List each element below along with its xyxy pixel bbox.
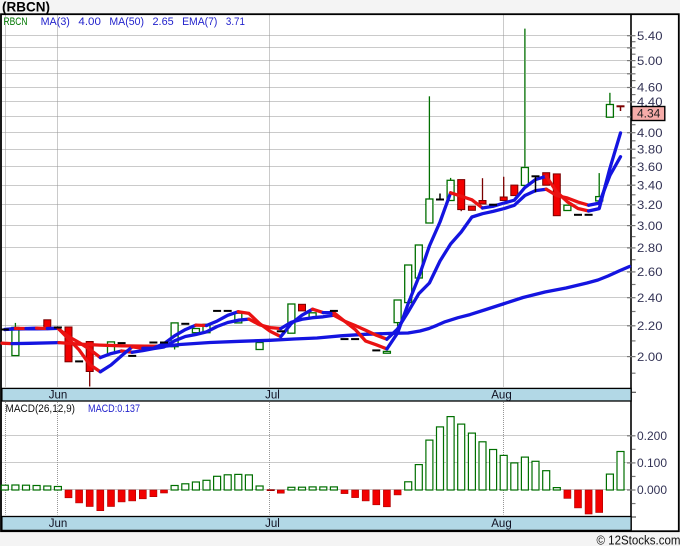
svg-text:2.40: 2.40 bbox=[637, 291, 663, 305]
svg-text:3.71: 3.71 bbox=[226, 16, 245, 28]
svg-text:2.80: 2.80 bbox=[637, 241, 663, 255]
svg-text:3.20: 3.20 bbox=[637, 198, 663, 212]
svg-text:5.00: 5.00 bbox=[637, 54, 663, 68]
svg-text:4.00: 4.00 bbox=[78, 16, 101, 28]
svg-text:3.60: 3.60 bbox=[637, 160, 663, 174]
svg-text:(RBCN): (RBCN) bbox=[2, 0, 50, 15]
svg-text:MACD:0.137: MACD:0.137 bbox=[88, 403, 140, 415]
svg-text:2.65: 2.65 bbox=[153, 16, 174, 28]
svg-text:Jun: Jun bbox=[49, 518, 68, 530]
svg-text:Aug: Aug bbox=[491, 518, 511, 530]
svg-text:Jun: Jun bbox=[49, 389, 68, 401]
svg-text:Aug: Aug bbox=[491, 389, 511, 401]
svg-text:5.40: 5.40 bbox=[637, 29, 663, 43]
svg-text:Jul: Jul bbox=[265, 518, 280, 530]
svg-text:MA(3): MA(3) bbox=[41, 16, 70, 28]
svg-text:MA(50): MA(50) bbox=[109, 16, 144, 28]
svg-text:© 12Stocks.com: © 12Stocks.com bbox=[597, 533, 680, 547]
svg-text:0.100: 0.100 bbox=[637, 456, 667, 470]
svg-text:2.00: 2.00 bbox=[637, 350, 663, 364]
svg-text:2.20: 2.20 bbox=[637, 319, 663, 333]
svg-text:3.80: 3.80 bbox=[637, 142, 663, 156]
svg-text:EMA(7): EMA(7) bbox=[182, 16, 217, 28]
svg-text:4.60: 4.60 bbox=[637, 81, 663, 95]
svg-text:3.00: 3.00 bbox=[637, 219, 663, 233]
svg-text:MACD(26,12,9): MACD(26,12,9) bbox=[6, 403, 76, 415]
svg-text:4.00: 4.00 bbox=[637, 126, 663, 140]
svg-text:RBCN: RBCN bbox=[4, 16, 28, 28]
svg-text:3.40: 3.40 bbox=[637, 178, 663, 192]
svg-text:0.000: 0.000 bbox=[637, 483, 667, 497]
svg-text:0.200: 0.200 bbox=[637, 429, 667, 443]
svg-text:4.34: 4.34 bbox=[637, 107, 661, 121]
svg-text:Jul: Jul bbox=[265, 389, 280, 401]
svg-text:2.60: 2.60 bbox=[637, 265, 663, 279]
